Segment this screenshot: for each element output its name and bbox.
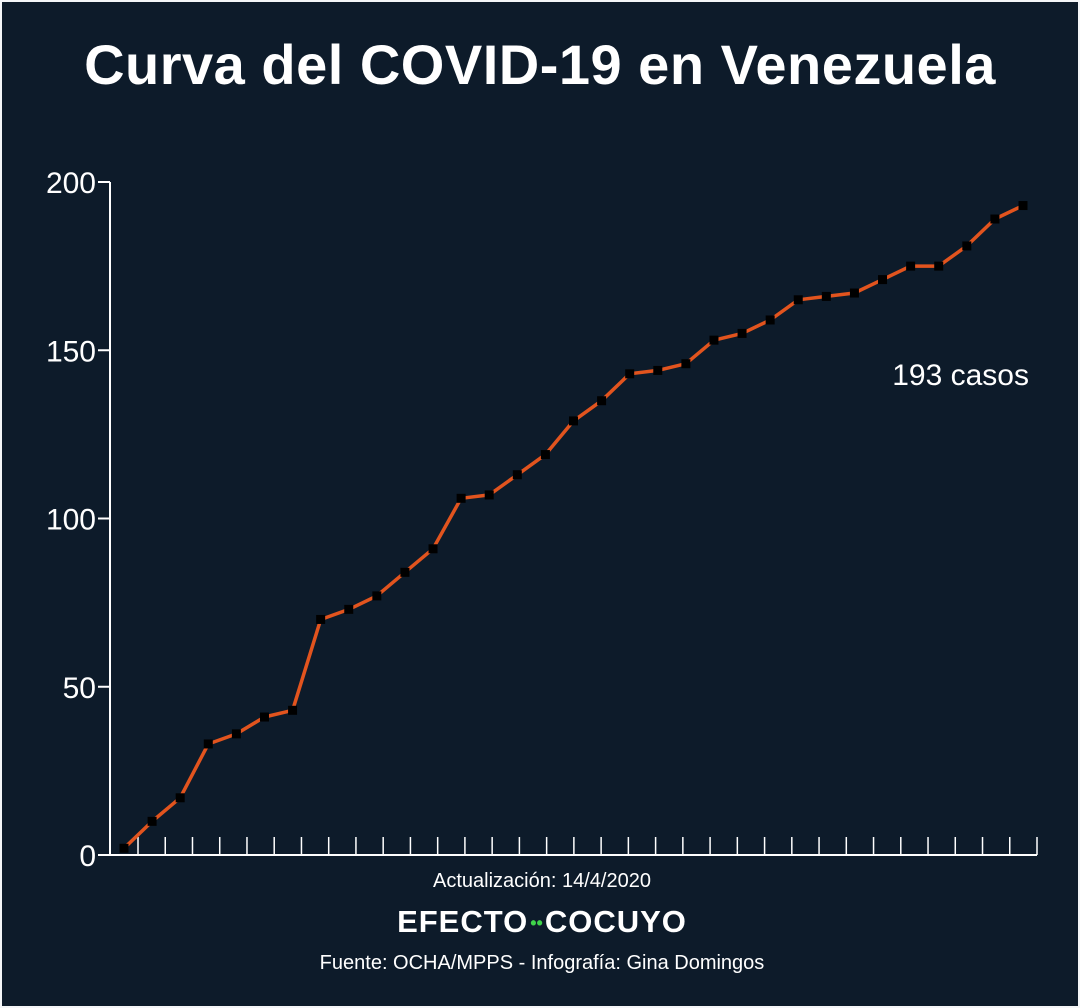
chart-title: Curva del COVID-19 en Venezuela xyxy=(84,33,996,96)
data-point xyxy=(428,544,438,554)
data-point xyxy=(231,729,241,739)
data-point xyxy=(344,604,354,614)
y-axis: 0 50 100 150 200 xyxy=(46,167,111,873)
data-point xyxy=(709,335,719,345)
brand-dots: •• xyxy=(530,913,543,934)
data-point xyxy=(203,739,213,749)
data-point xyxy=(456,493,466,503)
data-point xyxy=(1018,201,1028,211)
data-point xyxy=(962,241,972,251)
data-point xyxy=(737,328,747,338)
data-point xyxy=(540,450,550,460)
data-point xyxy=(400,567,410,577)
data-point xyxy=(681,359,691,369)
data-point xyxy=(821,291,831,301)
brand-logo: EFECTO ••COCUYO xyxy=(2,904,1078,940)
total-cases-annotation: 193 casos xyxy=(892,359,1029,392)
x-axis xyxy=(110,837,1038,856)
y-tick-label-200: 200 xyxy=(46,167,96,200)
data-point xyxy=(653,365,663,375)
data-point xyxy=(119,843,129,853)
update-date: Actualización: 14/4/2020 xyxy=(433,870,651,892)
y-tick-label-100: 100 xyxy=(46,504,96,537)
data-point xyxy=(906,261,916,271)
series-line xyxy=(122,204,1024,850)
data-point xyxy=(484,490,494,500)
source-credit: Fuente: OCHA/MPPS - Infografía: Gina Dom… xyxy=(319,952,765,974)
y-tick-label-150: 150 xyxy=(46,335,96,368)
data-point xyxy=(147,816,157,826)
data-point xyxy=(765,315,775,325)
data-point xyxy=(259,712,269,722)
data-point xyxy=(990,214,1000,224)
data-point xyxy=(793,295,803,305)
data-point xyxy=(597,396,607,406)
brand-right: COCUYO xyxy=(544,904,687,939)
data-point xyxy=(288,705,298,715)
data-point xyxy=(625,369,635,379)
data-point xyxy=(934,261,944,271)
series-cases xyxy=(119,201,1028,853)
y-tick-label-0: 0 xyxy=(79,840,96,873)
data-point xyxy=(569,416,578,426)
data-point xyxy=(878,275,888,285)
data-point xyxy=(372,591,382,601)
data-point xyxy=(849,288,859,298)
data-point xyxy=(175,793,185,803)
brand-left: EFECTO xyxy=(397,904,529,939)
y-tick-label-50: 50 xyxy=(63,672,96,705)
data-point xyxy=(512,470,522,480)
data-point xyxy=(316,614,326,624)
